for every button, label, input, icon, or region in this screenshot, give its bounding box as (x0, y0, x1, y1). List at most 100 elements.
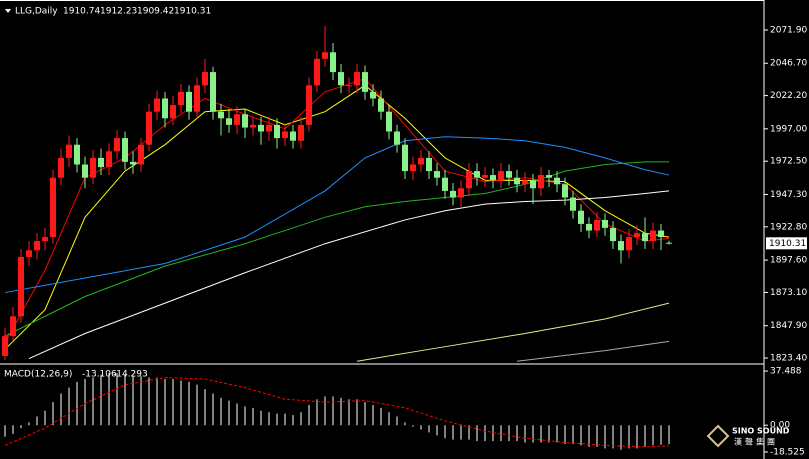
y-tick-label: 0.00 (770, 421, 790, 431)
candle-body (242, 114, 248, 128)
plot-area (4, 373, 670, 450)
candle-body (594, 219, 600, 231)
y-tick-label: 1873.10 (770, 288, 807, 298)
macd-signal (4, 377, 670, 448)
candle-body (658, 230, 664, 238)
candle-body (58, 157, 64, 178)
candle-body (426, 157, 432, 172)
candle-body (42, 237, 48, 242)
candle-body (418, 157, 424, 165)
candle-body (546, 175, 552, 178)
candle-body (250, 124, 256, 128)
y-tick-label: 1997.00 (770, 124, 807, 134)
candle-body (170, 105, 176, 119)
candle-body (562, 184, 568, 198)
candle-body (218, 111, 224, 119)
moving-average (4, 84, 670, 350)
moving-average (4, 161, 669, 337)
y-tick-label: 1922.80 (770, 222, 807, 232)
candle-body (194, 85, 200, 112)
candle-body (226, 118, 232, 125)
watermark: SINO SOUND 漢聲集團 (706, 424, 790, 448)
candle-body (498, 171, 504, 181)
candle-body (642, 233, 648, 242)
header-close: 1910.31 (174, 7, 211, 17)
candle-body (466, 171, 472, 189)
candle-body (386, 111, 392, 132)
candle-body (258, 124, 264, 132)
y-tick-label: 1847.90 (770, 321, 807, 331)
candle-body (210, 72, 216, 112)
y-tick-label: 1947.30 (770, 190, 807, 200)
brand-chinese: 漢聲集團 (734, 437, 778, 447)
macd-signal-value: -14.293 (113, 370, 148, 380)
candle-body (370, 91, 376, 99)
y-tick-label: -18.525 (770, 447, 805, 457)
candle-body (178, 91, 184, 106)
candle-body (618, 241, 624, 251)
candle-body (290, 131, 296, 141)
candle-body (130, 161, 136, 165)
candle-body (434, 171, 440, 178)
candle-body (362, 72, 368, 92)
candle-body (266, 124, 272, 132)
candle-body (410, 164, 416, 172)
candle-body (122, 138, 128, 162)
candle-body (106, 151, 112, 168)
y-tick-label: 1897.60 (770, 256, 807, 266)
candle-body (146, 111, 152, 145)
candle-body (74, 144, 80, 165)
moving-average (28, 190, 670, 360)
candle-body (82, 164, 88, 178)
plot-area (2, 25, 672, 362)
candle-body (450, 190, 456, 198)
menu-arrow (5, 9, 11, 13)
candle-body (354, 72, 360, 86)
candle-body (26, 250, 32, 257)
candle-body (66, 144, 72, 158)
candle-body (50, 177, 56, 238)
candle-body (322, 52, 328, 59)
candle-body (18, 256, 24, 317)
candle-body (154, 98, 160, 112)
macd-value: -13.106 (82, 370, 117, 380)
candle-body (482, 175, 488, 178)
candle-body (298, 124, 304, 141)
candle-body (506, 171, 512, 178)
candle-body (330, 52, 336, 73)
candle-body (666, 242, 672, 244)
candle-body (474, 171, 480, 178)
candle-body (274, 124, 280, 139)
candle-body (650, 230, 656, 242)
candle-body (626, 237, 632, 251)
header-open: 1910.74 (63, 7, 100, 17)
candle-body (610, 227, 616, 242)
candle-body (90, 157, 96, 178)
candle-body (186, 91, 192, 112)
candle-body (314, 58, 320, 86)
candle-body (234, 114, 240, 125)
y-tick-label: 2071.90 (770, 25, 807, 35)
candle-body (202, 72, 208, 86)
price-tag (766, 237, 807, 250)
header-high: 1912.23 (100, 7, 137, 17)
candle-body (586, 223, 592, 231)
candle-body (2, 336, 8, 356)
candle-body (602, 219, 608, 228)
candle-body (442, 177, 448, 191)
candle-body (338, 72, 344, 86)
moving-average (516, 340, 670, 362)
candle-body (554, 177, 560, 185)
y-tick-label: 1972.50 (770, 157, 807, 167)
brand: SINO SOUND (732, 427, 790, 436)
candle-body (458, 188, 464, 198)
candle-body (634, 233, 640, 238)
y-tick-label: 2022.20 (770, 91, 807, 101)
y-tick-label: 37.488 (770, 367, 802, 377)
candle-body (162, 98, 168, 119)
chart-title: LLG,Daily (15, 7, 58, 17)
candle-body (394, 131, 400, 145)
candle-body (570, 197, 576, 211)
